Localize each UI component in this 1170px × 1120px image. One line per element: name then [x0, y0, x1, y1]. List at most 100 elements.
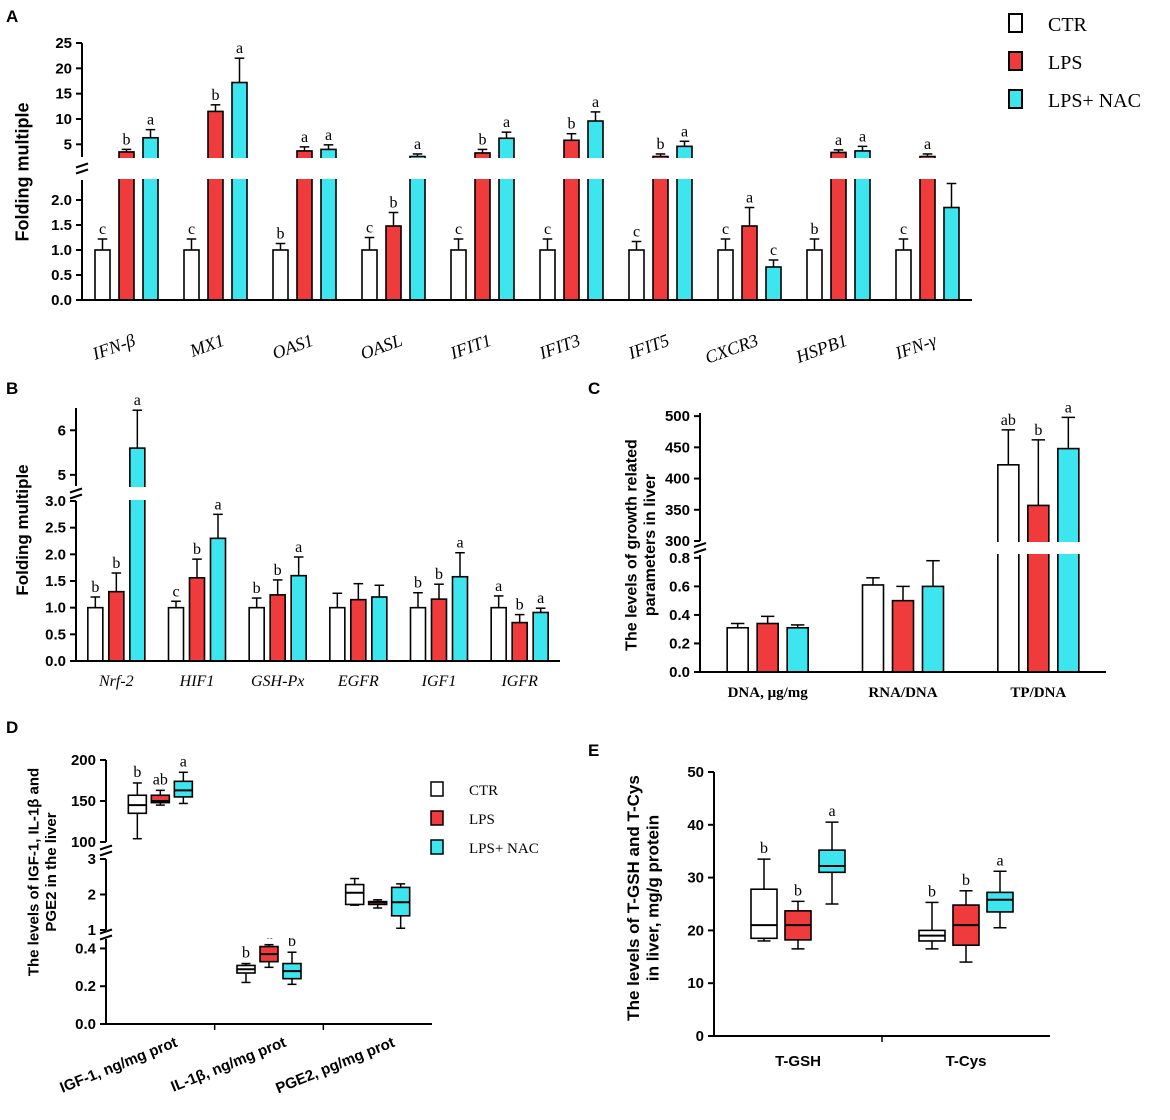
panel-e-tick-label: 0 — [696, 1028, 704, 1045]
panel-b-bar-nrf-2-ctr-sig: b — [91, 579, 99, 596]
panel-a-bar-ifn-ctr — [94, 249, 111, 301]
panel-b-bar-nrf-2-ctr — [87, 606, 104, 662]
panel-a-bar-oasl-lps — [385, 225, 402, 301]
panel-b-tick-label: 6 — [58, 422, 66, 439]
panel-d-tick-label: 1 — [88, 922, 96, 939]
panel-e-tick-label: 10 — [687, 975, 704, 992]
panel-e-box-t-gsh-lps-sig: b — [794, 882, 802, 899]
panel-d-tick-label: 0.2 — [75, 978, 96, 995]
panel-b-bar-igf1-lps-nac — [451, 575, 469, 662]
panel-d-box-igf-1-ng-mg-prot-lps — [150, 794, 171, 804]
panel-b-bar-igfr-ctr — [490, 606, 507, 662]
panel-d-tick-label: 2 — [88, 887, 96, 904]
panel-a-bar-ifit5-ctr — [628, 249, 645, 301]
panel-c-bar-rna-dna-lps-nac — [921, 585, 945, 673]
panel-d-box-igf-1-ng-mg-prot-lps-nac-sig: a — [180, 753, 187, 770]
panel-b-bar-gsh-px-lps-nac — [290, 574, 307, 662]
panel-b-tick-label: 0.0 — [45, 653, 66, 670]
panel-d-category-label: IGF-1, ng/mg prot — [58, 1034, 180, 1097]
panel-d-tick-label: 200 — [71, 752, 96, 769]
panel-d-box-igf-1-ng-mg-prot-lps-nac — [173, 780, 194, 798]
panel-c-tick-label: 350 — [665, 502, 690, 519]
panel-label-c: C — [588, 379, 600, 398]
panel-c-bar-tp-dna-ctr-sig: ab — [1001, 412, 1016, 429]
panel-c-bar-dna-g-mg-lps — [756, 622, 779, 673]
axis-break-gap — [109, 843, 432, 858]
panel-a-bar-ifit3-ctr — [539, 249, 556, 301]
legend-d-label-lpsnac: LPS+ NAC — [469, 841, 539, 857]
panel-b-bar-igfr-lps — [511, 621, 528, 662]
legend-a-label-lpsnac: LPS+ NAC — [1048, 90, 1141, 112]
panel-d-ylabel-line: PGE2 in the liver — [43, 812, 60, 931]
legend-a: CTR LPS LPS+ NAC — [1008, 13, 1141, 112]
panel-e-ylabel-line: The levels of T-GSH and T-Cys — [624, 775, 643, 1021]
panel-a-category-label: IFN-β — [89, 330, 138, 364]
panel-a-bar-oas1-lps-nac-sig: a — [325, 127, 332, 144]
legend-d-label-lps: LPS — [469, 812, 495, 828]
panel-b-bar-gsh-px-lps-nac-sig: a — [295, 539, 302, 556]
panel-a-category-label: OAS1 — [270, 330, 316, 363]
legend-d-label-ctr: CTR — [469, 783, 498, 799]
panel-a-bar-ifn-lps-sig: a — [924, 136, 931, 153]
panel-a-category-label: IFIT3 — [536, 330, 583, 364]
panel-d-box-il-1-ng-mg-prot-lps-nac-sig: b — [288, 933, 296, 950]
panel-a-tick-label: 10 — [55, 111, 72, 128]
panel-d-break-mark — [99, 844, 113, 851]
axis-break-gap — [109, 931, 432, 938]
panel-b-category-label: HIF1 — [179, 673, 215, 690]
panel-label-b: B — [6, 379, 18, 398]
panel-a-bar-cxcr3-lps-nac-sig: c — [770, 242, 777, 259]
panel-a-bar-oas1-ctr-sig: b — [277, 226, 285, 243]
panel-a-bar-oas1-ctr — [272, 249, 289, 301]
panel-b-category-label: EGFR — [337, 673, 379, 690]
panel-a-tick-label: 20 — [55, 60, 72, 77]
panel-c-chart: DNA, μg/mg RNA/DNA ab b a TP/DNA 0.0 0.2 0.4 0.6 0… — [623, 399, 1106, 701]
panel-b-bar-nrf-2-lps-sig: b — [112, 555, 120, 572]
panel-b-bar-hif1-ctr-sig: c — [172, 583, 179, 600]
panel-d-box-igf-1-ng-mg-prot-lps-sig: ab — [153, 771, 168, 788]
panel-c-tick-label: 0.8 — [669, 550, 690, 567]
panel-c-category-label: RNA/DNA — [868, 685, 937, 701]
legend-a-swatch-ctr — [1008, 13, 1023, 33]
panel-a-bar-ifit3-ctr-sig: c — [544, 221, 551, 238]
legend-a-label-lps: LPS — [1048, 52, 1082, 74]
panel-c-tick-label: 450 — [665, 439, 690, 456]
panel-a-category-label: IFIT5 — [625, 330, 672, 364]
panel-b-category-label: Nrf-2 — [98, 673, 134, 690]
panel-a-bar-mx1-ctr-sig: c — [188, 221, 195, 238]
panel-d-break-mark — [99, 934, 113, 941]
legend-a-label-ctr: CTR — [1048, 14, 1088, 36]
panel-e-box-t-cys-ctr-sig: b — [928, 883, 936, 900]
panel-b-ylabel: Folding multiple — [13, 464, 32, 595]
panel-a-tick-label: 0.5 — [51, 267, 72, 284]
panel-a-bar-ifit3-lps-nac-sig: a — [592, 94, 599, 111]
panel-e-box-t-cys-lps-nac-sig: a — [996, 852, 1003, 869]
panel-e-tick-label: 50 — [687, 764, 704, 781]
panel-c-ylabel-line: The levels of growth related — [623, 439, 640, 651]
panel-e-box-t-gsh-lps-nac-sig: a — [828, 803, 835, 820]
panel-b-bar-gsh-px-lps — [269, 594, 286, 662]
panel-label-a: A — [6, 7, 18, 26]
panel-b-bar-hif1-lps — [188, 576, 206, 662]
panel-a-bar-hspb1-ctr — [806, 249, 823, 301]
panel-b-bar-igf1-lps-nac-sig: a — [456, 535, 463, 552]
panel-a-tick-label: 2.0 — [51, 192, 72, 209]
panel-a-bar-cxcr3-ctr-sig: c — [722, 221, 729, 238]
panel-b-tick-label: 1.0 — [45, 600, 66, 617]
panel-b-bar-hif1-ctr — [167, 606, 185, 662]
panel-a-bar-hspb1-lps-nac-sig: a — [859, 128, 866, 145]
axis-break-gap — [79, 487, 560, 500]
panel-label-d: D — [6, 718, 18, 737]
panel-b-bar-igfr-ctr-sig: a — [495, 578, 502, 595]
panel-c-bar-rna-dna-ctr — [861, 584, 885, 673]
panel-a-bar-ifit1-ctr-sig: c — [455, 221, 462, 238]
panel-b-bar-igf1-lps — [430, 598, 448, 662]
panel-c-bar-tp-dna-lps — [1027, 504, 1050, 673]
panel-d-tick-label: 150 — [71, 793, 96, 810]
panel-a-bar-ifn-lps-nac-sig: a — [147, 112, 154, 129]
panel-c-break-mark — [693, 542, 707, 548]
panel-a-break-mark — [75, 168, 89, 175]
panel-d-break-mark — [99, 850, 113, 857]
